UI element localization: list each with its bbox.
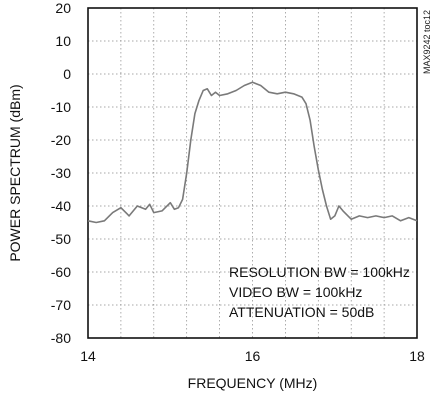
y-tick-labels: 20 10 0 -10 -20 -30 -40 -50 -60 -70 -80: [51, 0, 71, 346]
y-tick-label: -80: [51, 330, 71, 346]
annotation-attenuation: ATTENUATION = 50dB: [229, 304, 374, 320]
x-tick-label: 16: [245, 348, 261, 364]
y-tick-label: -70: [51, 297, 71, 313]
y-tick-label: -10: [51, 99, 71, 115]
chart-id-label: MAX9242 toc12: [422, 10, 432, 74]
y-axis-label: POWER SPECTRUM (dBm): [7, 84, 23, 261]
y-tick-label: -20: [51, 132, 71, 148]
y-tick-label: 0: [63, 66, 71, 82]
x-tick-label: 14: [80, 348, 96, 364]
annotation-resolution-bw: RESOLUTION BW = 100kHz: [229, 264, 410, 280]
annotation-video-bw: VIDEO BW = 100kHz: [229, 284, 362, 300]
plot-frame: [87, 7, 418, 339]
y-tick-label: -50: [51, 231, 71, 247]
y-tick-label: 10: [55, 33, 71, 49]
y-tick-label: -40: [51, 198, 71, 214]
y-tick-label: 20: [55, 0, 71, 16]
y-tick-label: -30: [51, 165, 71, 181]
x-axis-label: FREQUENCY (MHz): [188, 375, 318, 391]
power-spectrum-line: [87, 81, 418, 224]
x-tick-labels: 14 16 18: [80, 348, 425, 364]
y-tick-label: -60: [51, 264, 71, 280]
annotation-box: RESOLUTION BW = 100kHz VIDEO BW = 100kHz…: [229, 264, 410, 320]
x-tick-label: 18: [409, 348, 425, 364]
